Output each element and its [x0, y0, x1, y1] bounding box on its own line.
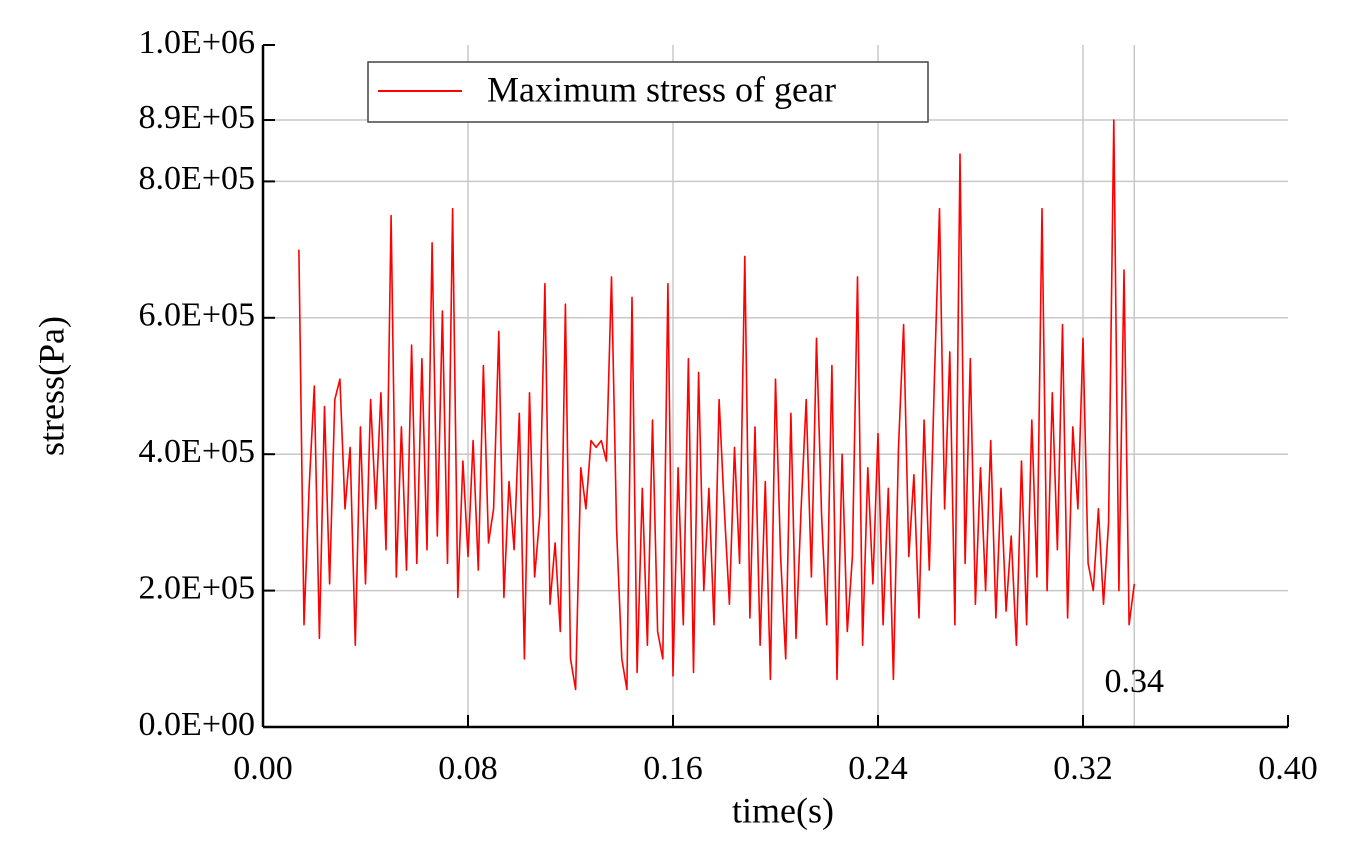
x-tick-label: 0.08	[438, 750, 498, 787]
data-line	[298, 119, 1136, 691]
x-axis-label: time(s)	[732, 790, 834, 830]
y-tick-label: 0.0E+00	[139, 706, 255, 743]
y-tick-label: 4.0E+05	[139, 433, 255, 470]
x-tick-label: 0.16	[643, 750, 703, 787]
x-tick-label: 0.24	[848, 750, 908, 787]
reference-label: 0.34	[1105, 663, 1165, 700]
x-tick-label: 0.00	[233, 750, 293, 787]
x-tick-label: 0.32	[1053, 750, 1113, 787]
y-tick-label: 8.9E+05	[139, 99, 255, 136]
y-tick-label: 6.0E+05	[139, 297, 255, 334]
y-tick-label: 8.0E+05	[139, 160, 255, 197]
y-axis-label: stress(Pa)	[31, 316, 71, 456]
x-tick-label: 0.40	[1258, 750, 1318, 787]
y-tick-label: 1.0E+06	[139, 24, 255, 61]
legend-label: Maximum stress of gear	[487, 69, 836, 109]
y-tick-label: 2.0E+05	[139, 569, 255, 606]
